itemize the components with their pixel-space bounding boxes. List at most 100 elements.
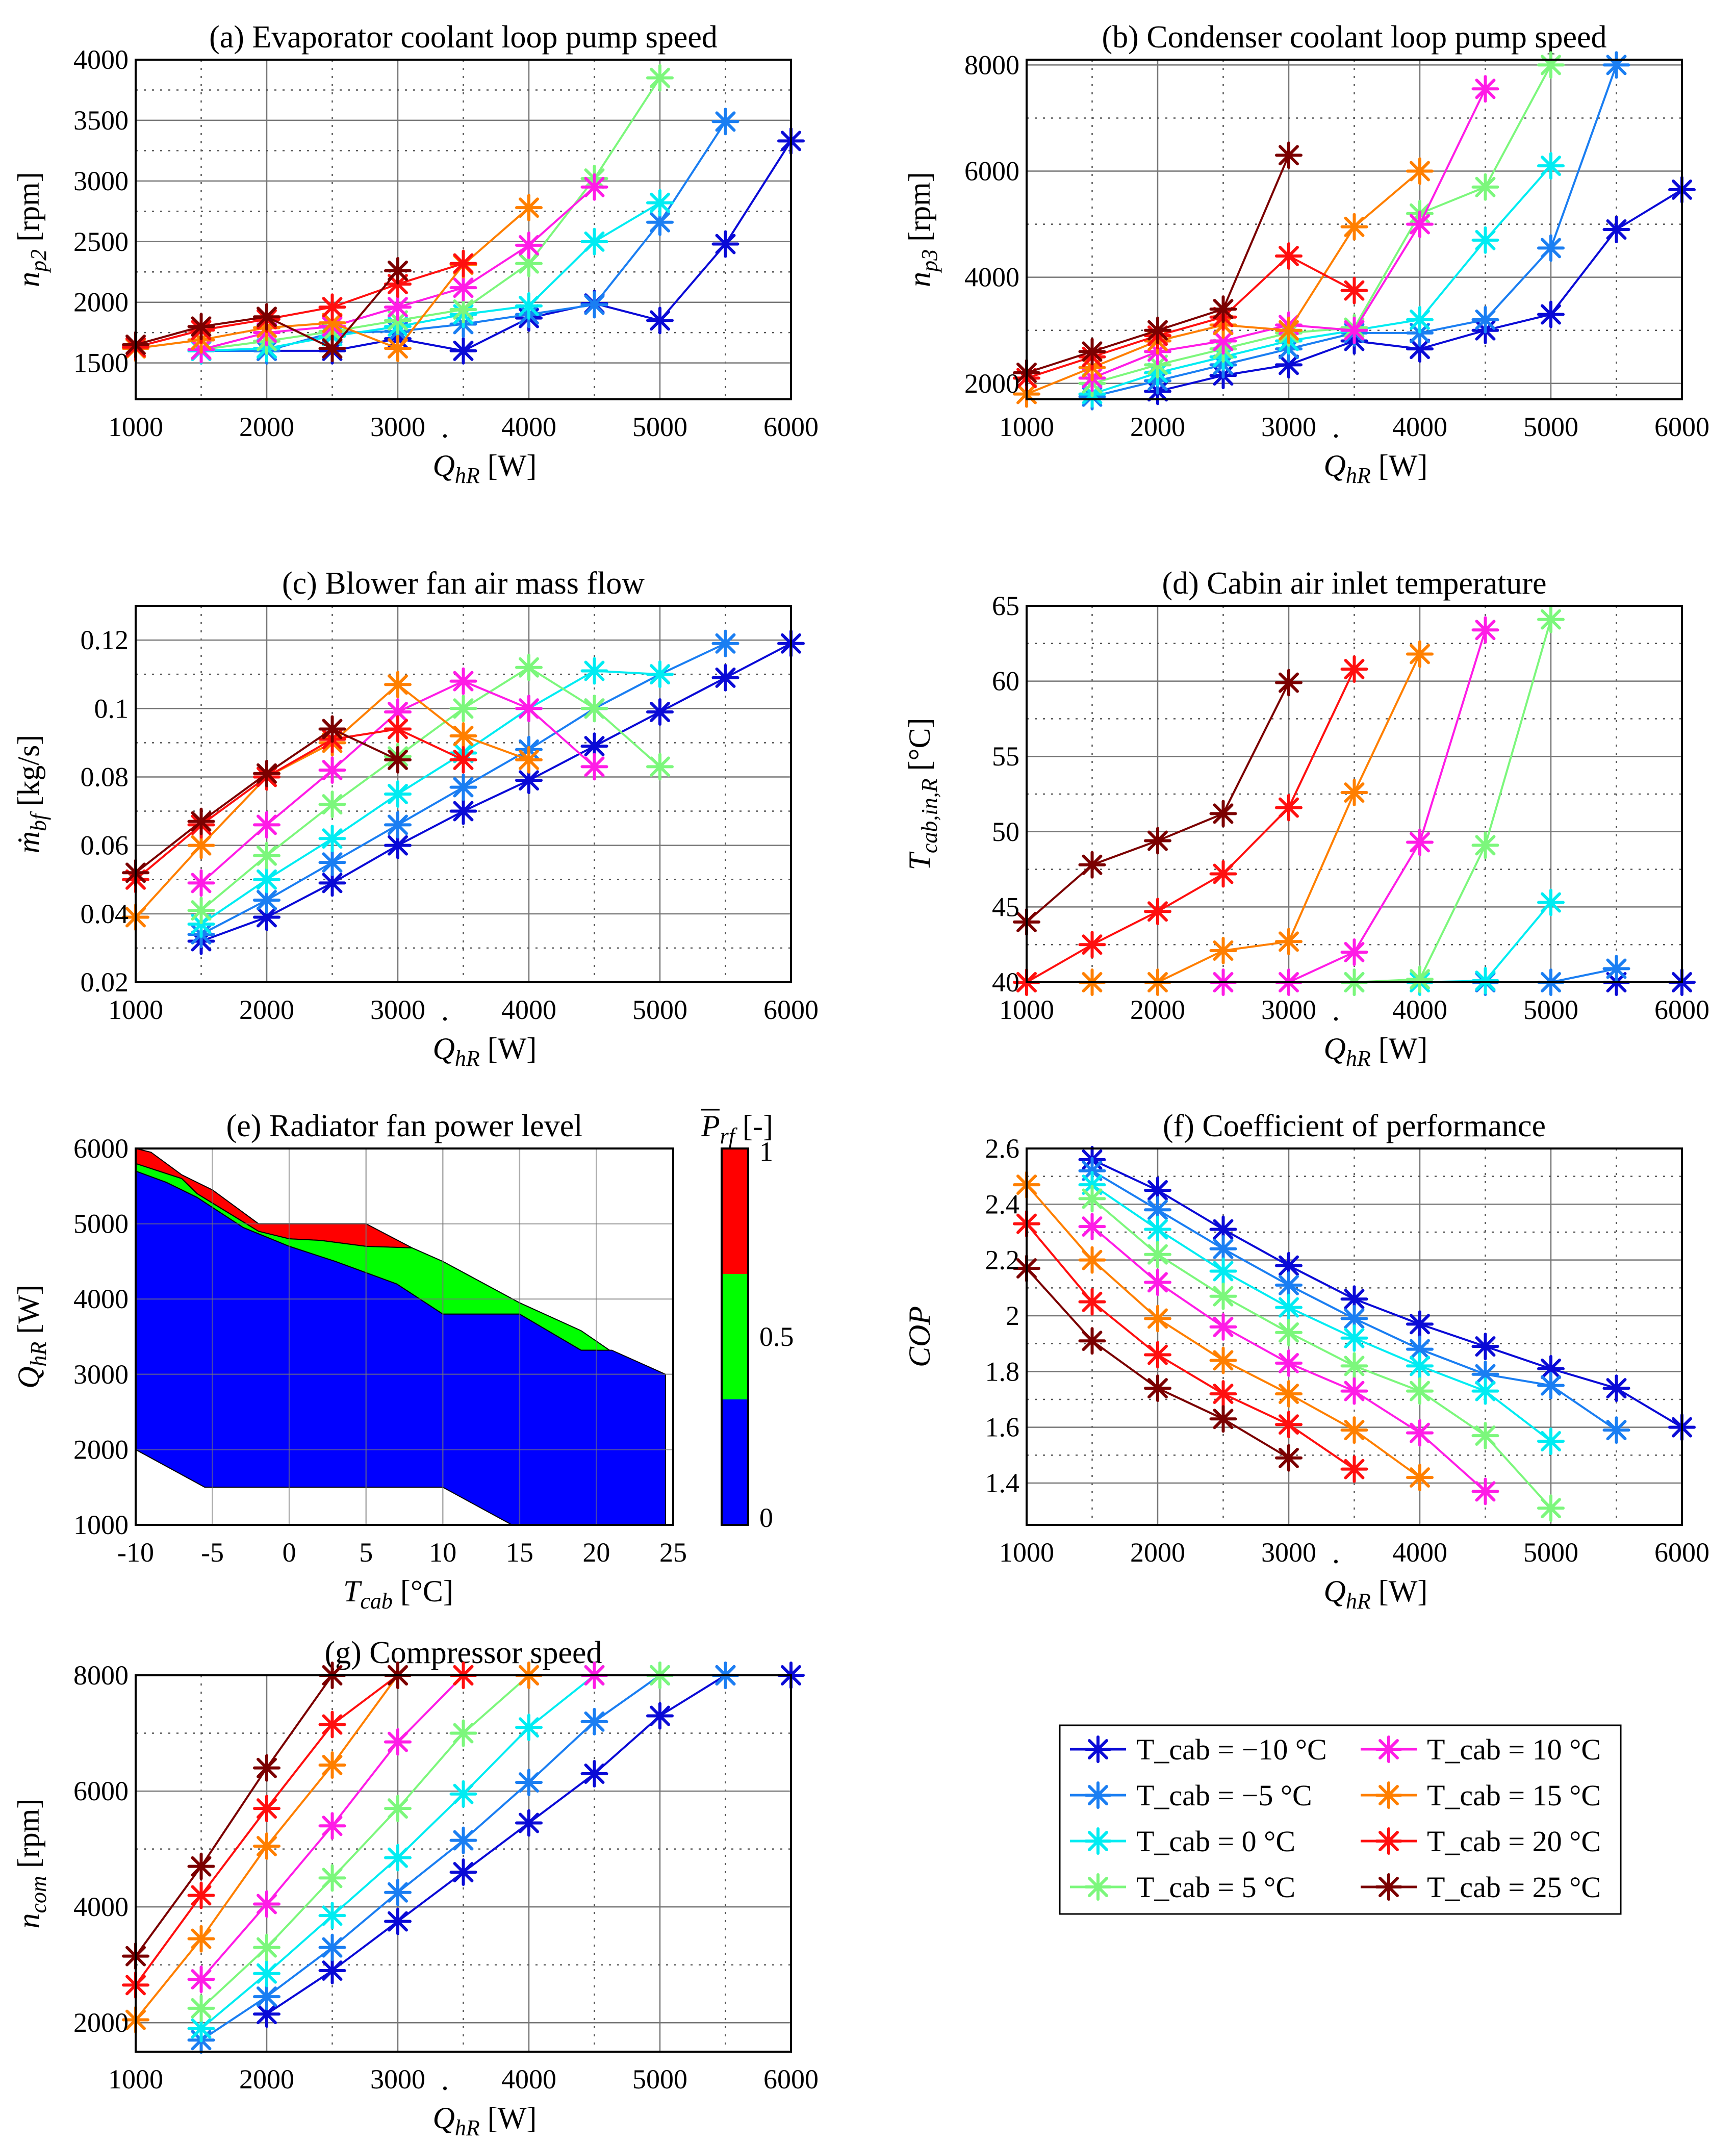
series-line xyxy=(1026,669,1356,983)
data-point xyxy=(580,657,608,685)
colorbar-segment xyxy=(722,1399,748,1525)
legend-marker xyxy=(1084,1873,1112,1901)
data-point xyxy=(1406,210,1434,238)
colorbar-tick-label: 1 xyxy=(759,1136,773,1167)
data-point xyxy=(1275,316,1303,344)
data-point xyxy=(1209,1282,1237,1310)
y-tick-label: 1000 xyxy=(73,1510,129,1540)
x-tick-label: 2000 xyxy=(239,994,294,1025)
x-tick-label: 5000 xyxy=(1523,1537,1578,1568)
data-point xyxy=(515,1714,543,1742)
svg-text:·: · xyxy=(1331,419,1341,453)
data-point xyxy=(187,1965,215,1994)
data-point xyxy=(253,811,280,839)
series-0 °C xyxy=(1340,888,1565,996)
x-tick-label: 1000 xyxy=(999,994,1054,1025)
legend-item: T_cab = 20 °C xyxy=(1361,1825,1601,1858)
data-point xyxy=(580,695,608,723)
data-point xyxy=(1406,1352,1434,1380)
data-point xyxy=(646,64,674,92)
legend-marker xyxy=(1084,1735,1112,1763)
data-point xyxy=(580,1760,608,1788)
series-25 °C xyxy=(1013,1255,1303,1472)
data-point xyxy=(1078,931,1106,959)
x-tick-label: 6000 xyxy=(763,2064,819,2095)
x-tick-label: 4000 xyxy=(1392,412,1447,442)
y-tick-label: 1500 xyxy=(73,348,129,378)
axes-frame xyxy=(1026,1147,1683,1526)
x-axis-label: QhR [W] xyxy=(1324,1574,1428,1614)
data-point xyxy=(1144,898,1171,926)
x-tick-label: -5 xyxy=(201,1537,224,1568)
data-point xyxy=(318,790,346,819)
y-tick-label: 3500 xyxy=(73,105,129,136)
data-point xyxy=(1209,1235,1237,1263)
y-tick-label: 55 xyxy=(992,741,1019,772)
data-point xyxy=(1471,75,1499,103)
data-point xyxy=(1144,316,1171,344)
data-point xyxy=(384,811,412,839)
data-point xyxy=(1275,1293,1303,1321)
y-tick-label: 5000 xyxy=(73,1209,129,1239)
y-tick-label: 2.2 xyxy=(985,1245,1020,1275)
data-point xyxy=(1275,1380,1303,1408)
data-point xyxy=(253,865,280,893)
x-tick-label: 4000 xyxy=(501,2064,556,2095)
series-line xyxy=(1091,165,1552,395)
svg-text:·: · xyxy=(440,419,450,453)
x-tick-label: 6000 xyxy=(763,412,819,442)
axes-frame xyxy=(1026,605,1683,983)
data-point xyxy=(1537,605,1565,633)
series-line xyxy=(201,77,661,351)
data-point xyxy=(384,1795,412,1823)
data-point xyxy=(646,1702,674,1730)
y-tick-label: 1.6 xyxy=(985,1412,1020,1443)
data-point xyxy=(384,671,412,699)
data-point xyxy=(1340,1352,1368,1380)
data-point xyxy=(1144,1341,1171,1369)
data-point xyxy=(515,1809,543,1837)
data-point xyxy=(384,715,412,743)
series-line xyxy=(1091,1184,1552,1442)
data-point xyxy=(1144,1268,1171,1296)
data-point xyxy=(318,293,346,321)
data-point xyxy=(1078,1213,1106,1241)
data-point xyxy=(187,1925,215,1953)
data-point xyxy=(580,1707,608,1735)
data-point xyxy=(1209,1380,1237,1408)
panel-a: (a) Evaporator coolant loop pump speed 10… xyxy=(12,20,819,488)
data-point xyxy=(1602,955,1630,983)
data-point xyxy=(1209,295,1237,323)
x-tick-label: 4000 xyxy=(1392,1537,1447,1568)
data-point xyxy=(187,897,215,925)
data-point xyxy=(1340,213,1368,241)
panel-f: (f) Coefficient of performance 1000 2000 30… xyxy=(903,1109,1709,1614)
data-point xyxy=(515,653,543,681)
series-10 °C xyxy=(1078,1213,1499,1505)
data-point xyxy=(384,746,412,774)
data-point xyxy=(1537,1371,1565,1399)
y-axis-label: QhR [W] xyxy=(12,1285,51,1389)
svg-text:·: · xyxy=(440,1002,450,1036)
data-point xyxy=(253,303,280,331)
x-tick-label: 1000 xyxy=(108,2064,163,2095)
y-tick-label: 40 xyxy=(992,967,1019,998)
data-point xyxy=(1078,1171,1106,1199)
data-point xyxy=(1537,888,1565,916)
data-point xyxy=(1602,1374,1630,1402)
series-10 °C xyxy=(187,667,608,897)
data-point xyxy=(1406,1377,1434,1405)
y-tick-label: 2000 xyxy=(73,2007,129,2038)
series-20 °C xyxy=(1013,655,1368,996)
y-tick-label: 6000 xyxy=(73,1776,129,1806)
data-point xyxy=(515,746,543,774)
chart-title: (f) Coefficient of performance xyxy=(1163,1109,1546,1143)
series-−10 °C xyxy=(187,629,805,955)
data-point xyxy=(1209,1346,1237,1374)
data-point xyxy=(1406,640,1434,668)
x-tick-label: 5000 xyxy=(1523,412,1578,442)
data-point xyxy=(1275,242,1303,270)
data-point xyxy=(384,1907,412,1935)
